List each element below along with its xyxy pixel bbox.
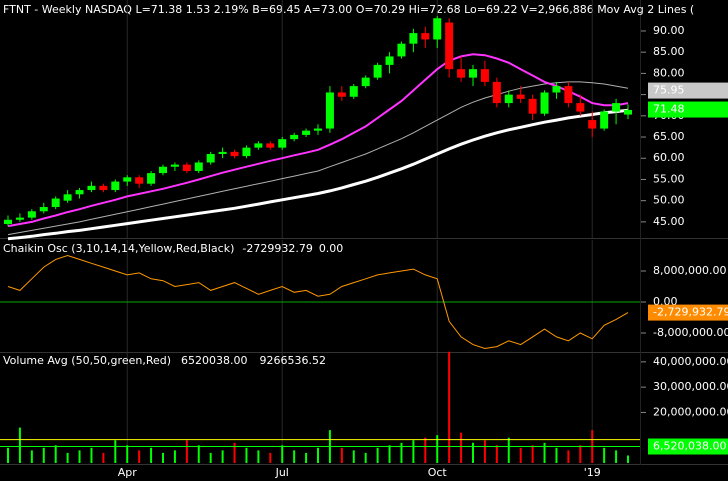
candle-body — [87, 185, 96, 191]
volume-average-label: 9266536.52 — [260, 354, 326, 367]
candle-body — [349, 86, 358, 97]
y-tick-label: 80.00 — [653, 66, 685, 79]
y-tick-label: 85.00 — [653, 45, 685, 58]
x-tick-label: Jul — [275, 466, 289, 479]
candle-body — [230, 151, 239, 157]
candle-body — [600, 111, 609, 129]
candle-body — [218, 151, 227, 154]
x-tick-label: Apr — [118, 466, 138, 479]
candle-body — [385, 56, 394, 65]
chaikin-header: Chaikin Osc (3,10,14,14,Yellow,Red,Black… — [3, 242, 234, 255]
candle-body — [576, 103, 585, 112]
candle-body — [206, 154, 215, 163]
chaikin-marker-label: -2,729,932.79 — [653, 306, 728, 319]
price-header: FTNT - Weekly NASDAQ L=71.38 1.53 2.19% … — [3, 3, 694, 16]
candle-body — [302, 130, 311, 135]
y-tick-label: 45.00 — [653, 215, 685, 228]
candle-body — [612, 103, 621, 112]
candle-body — [39, 207, 48, 212]
candle-body — [99, 185, 108, 191]
candle-body — [361, 77, 370, 87]
candle-body — [433, 18, 442, 40]
candle-body — [4, 219, 12, 224]
candle-body — [194, 162, 203, 171]
volume-average-label: 6520038.00 — [181, 354, 247, 367]
candle-body — [588, 120, 597, 129]
candle-body — [445, 22, 454, 70]
y-tick-label: 60.00 — [653, 151, 685, 164]
candle-body — [135, 177, 144, 184]
candle-body — [111, 181, 120, 191]
candle-body — [337, 92, 346, 97]
candle-body — [373, 64, 382, 78]
candle-body — [516, 94, 525, 99]
candle-body — [51, 198, 60, 208]
candle-body — [457, 69, 466, 78]
chaikin-marker-box — [648, 304, 728, 321]
price-marker-box — [648, 82, 728, 99]
candle-body — [325, 92, 334, 129]
candle-body — [15, 217, 24, 220]
candle-body — [242, 147, 251, 157]
y-tick-label: 8,000,000.00 — [653, 264, 726, 277]
candle-body — [397, 43, 406, 57]
candle-body — [504, 94, 513, 104]
moving-average — [7, 108, 629, 241]
candle-body — [170, 164, 179, 167]
volume-marker-box — [648, 438, 728, 455]
y-tick-label: 40,000,000.00 — [653, 355, 728, 368]
y-tick-label: 90.00 — [653, 24, 685, 37]
volume-header: Volume Avg (50,50,green,Red) — [3, 354, 171, 367]
price-marker-label: 75.95 — [653, 84, 685, 97]
moving-average — [7, 53, 629, 228]
candle-body — [314, 128, 322, 131]
y-tick-label: -8,000,000.00 — [653, 326, 728, 339]
candle-body — [75, 190, 84, 195]
moving-average — [7, 81, 629, 236]
candle-body — [552, 86, 561, 93]
candle-body — [123, 177, 132, 182]
candle-body — [182, 164, 191, 171]
chaikin-value: -2729932.79 — [242, 242, 312, 255]
candle-body — [266, 143, 275, 148]
candle-body — [564, 86, 573, 104]
candle-body — [290, 134, 299, 140]
y-tick-label: 55.00 — [653, 172, 685, 185]
y-tick-label: 50.00 — [653, 194, 685, 207]
price-marker-label: 71.48 — [653, 103, 685, 116]
x-tick-label: Oct — [428, 466, 448, 479]
chaikin-zero: 0.00 — [319, 242, 344, 255]
chaikin-line — [7, 254, 629, 350]
candle-body — [469, 69, 477, 78]
candle-body — [63, 194, 72, 201]
candle-body — [421, 33, 430, 40]
candle-body — [27, 211, 36, 218]
candle-body — [147, 173, 156, 184]
candle-body — [409, 33, 418, 44]
y-tick-label: 65.00 — [653, 130, 685, 143]
candle-body — [492, 81, 501, 104]
volume-marker-label: 6,520,038.00 — [653, 440, 726, 453]
candle-body — [528, 98, 537, 114]
candle-body — [480, 69, 489, 82]
candle-body — [624, 109, 632, 115]
candle-body — [540, 92, 549, 114]
candle-body — [159, 166, 167, 174]
candle-body — [254, 143, 263, 148]
candle-body — [278, 139, 287, 148]
price-marker-box — [648, 101, 728, 118]
x-tick-label: '19 — [584, 466, 601, 479]
y-tick-label: 30,000,000.00 — [653, 380, 728, 393]
y-tick-label: 20,000,000.00 — [653, 405, 728, 418]
